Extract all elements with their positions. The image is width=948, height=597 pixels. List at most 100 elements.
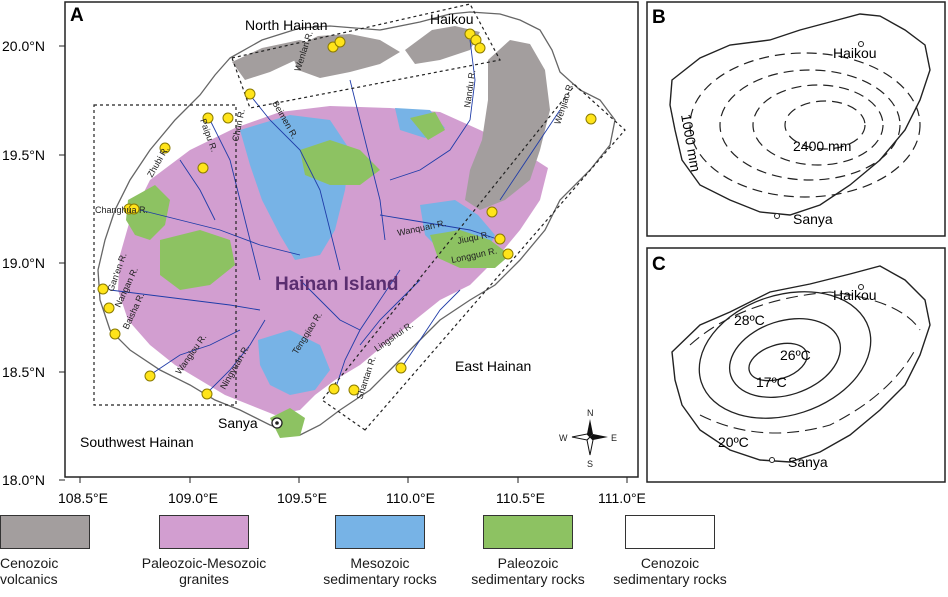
legend-label: Paleozoic	[497, 555, 559, 571]
x-axis-ticks	[79, 477, 628, 483]
geology-map-panel: A	[2, 1, 946, 506]
sample-site	[97, 283, 109, 295]
panel-a-label: A	[70, 5, 84, 26]
paleozoic-west	[126, 185, 170, 240]
volcanics-north-east	[405, 26, 480, 64]
legend-item: Mesozoic sedimentary rocks	[300, 515, 460, 587]
haikou-label: Haikou	[430, 11, 474, 27]
legend-label: Cenozoic	[0, 555, 59, 571]
east-hainan-label: East Hainan	[455, 358, 531, 374]
precip-sanya-marker-icon	[774, 213, 780, 219]
precip-island-outline	[669, 13, 931, 216]
y-axis-ticks	[59, 45, 65, 481]
temp-haikou-label: Haikou	[833, 287, 877, 303]
sample-sites	[97, 28, 597, 400]
precip-isolines	[689, 52, 921, 198]
legend-label: sedimentary rocks	[471, 571, 585, 587]
legend-item: Paleozoic sedimentary rocks	[448, 515, 608, 587]
legend-label: volcanics	[0, 571, 58, 587]
paleozoic-east	[430, 230, 510, 268]
sample-site	[348, 384, 360, 396]
x-tick-label: 109.5°E	[277, 490, 327, 506]
legend-item: Cenozoic sedimentary rocks	[590, 515, 750, 587]
volcanics-north-central	[290, 34, 400, 78]
temp-haikou-marker-icon	[858, 284, 864, 290]
compass-w: W	[559, 433, 568, 443]
precipitation-panel-frame	[646, 1, 946, 237]
sample-site	[334, 36, 346, 48]
temp-26-label: 26ºC	[780, 347, 811, 363]
southwest-hainan-label: Southwest Hainan	[80, 434, 194, 450]
north-hainan-region-box	[231, 3, 501, 109]
legend-item: Cenozoic volcanics	[0, 515, 90, 587]
legend-swatch-granites	[159, 515, 249, 549]
x-tick-label: 110.5°E	[496, 490, 545, 506]
river-label-changhua: Changhua R.	[95, 205, 148, 215]
x-tick-label: 111.0°E	[598, 490, 646, 506]
mesozoic-south	[258, 330, 330, 395]
legend-swatch-mesozoic	[335, 515, 425, 549]
legend-label: Paleozoic-Mesozoic	[141, 555, 267, 571]
temp-dashed-lines	[689, 291, 921, 434]
y-tick-label: 20.0°N	[2, 38, 45, 54]
paleozoic-north-central	[300, 140, 380, 185]
paleozoic-west-central	[160, 230, 235, 290]
y-tick-label: 19.5°N	[2, 147, 45, 163]
sample-site	[502, 248, 514, 260]
x-tick-label: 110.0°E	[386, 490, 435, 506]
legend-item: Paleozoic-Mesozoic granites	[115, 515, 293, 587]
legend-label: Mesozoic	[350, 555, 410, 571]
x-tick-label: 109.0°E	[168, 490, 218, 506]
sample-site	[202, 112, 214, 124]
compass-rose-icon: N S E W	[559, 408, 617, 469]
legend-label: Cenozoic	[640, 555, 700, 571]
compass-e: E	[611, 433, 617, 443]
y-tick-label: 19.0°N	[2, 255, 45, 271]
sample-site	[486, 206, 498, 218]
sample-site	[585, 113, 597, 125]
temp-sanya-label: Sanya	[788, 454, 828, 470]
river-network	[109, 39, 561, 396]
legend-swatch-paleozoic	[483, 515, 573, 549]
legend-label: sedimentary rocks	[323, 571, 437, 587]
paleozoic-south	[270, 408, 305, 438]
temp-20-label: 20ºC	[718, 434, 749, 450]
legend-swatch-cenozoic-volcanics	[0, 515, 90, 549]
sample-site	[474, 42, 486, 54]
x-tick-label: 108.5°E	[58, 490, 108, 506]
southwest-hainan-region-box	[93, 104, 237, 406]
sample-site	[128, 203, 140, 215]
east-hainan-region-box	[321, 84, 626, 431]
y-tick-label: 18.0°N	[2, 472, 45, 488]
precip-haikou-marker-icon	[858, 41, 864, 47]
sample-site	[222, 112, 234, 124]
temp-28-label: 28ºC	[734, 312, 765, 328]
compass-s: S	[587, 459, 593, 469]
precip-sanya-label: Sanya	[793, 211, 833, 227]
legend-label: sedimentary rocks	[613, 571, 727, 587]
compass-n: N	[587, 408, 594, 418]
sample-site	[197, 162, 209, 174]
precip-max-label: 2400 mm	[793, 138, 851, 154]
north-hainan-label: North Hainan	[245, 17, 328, 33]
sample-site	[244, 88, 256, 100]
panel-c-label: C	[652, 254, 666, 275]
sample-site	[109, 328, 121, 340]
sample-site	[144, 370, 156, 382]
sample-site	[494, 233, 506, 245]
precip-haikou-label: Haikou	[833, 45, 877, 61]
volcanics-east	[465, 40, 550, 210]
sample-site	[328, 383, 340, 395]
paleozoic-north	[410, 112, 445, 140]
sample-site	[159, 142, 171, 154]
temp-17-label: 17ºC	[756, 374, 787, 390]
panel-b-label: B	[652, 7, 666, 28]
sanya-marker-dot	[275, 421, 279, 425]
temp-isolines	[698, 291, 872, 419]
sample-site	[103, 302, 115, 314]
y-tick-label: 18.5°N	[2, 364, 45, 380]
island-name-label: Hainan Island	[275, 274, 399, 295]
sample-site	[395, 362, 407, 374]
legend-swatch-cenozoic-sedimentary	[625, 515, 715, 549]
sanya-label: Sanya	[218, 415, 258, 431]
